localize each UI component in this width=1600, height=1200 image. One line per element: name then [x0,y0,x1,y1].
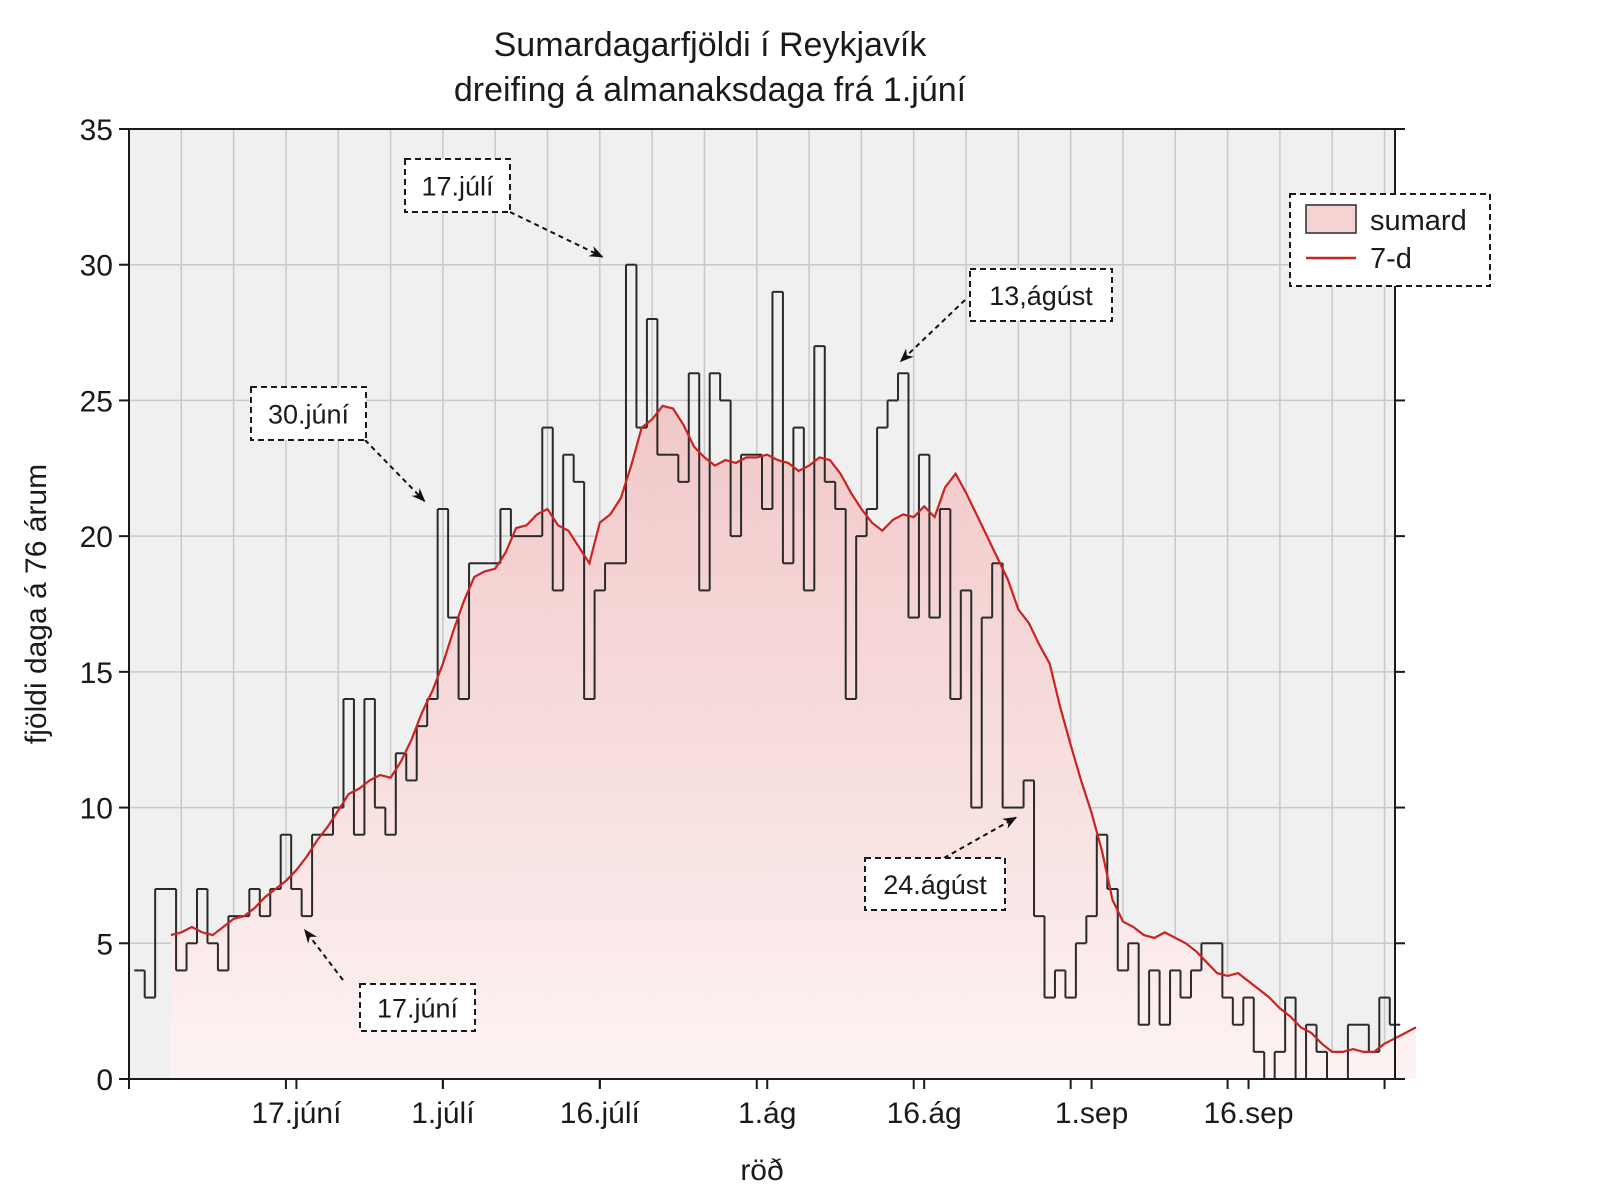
plot-frame [128,128,1396,1080]
annotation-label: 17.júlí [421,172,494,202]
x-tick-label: 1.sep [1055,1097,1128,1130]
annotation-box [404,158,511,213]
x-tick-label: 16.júlí [560,1097,641,1130]
y-tick-label: 25 [80,385,113,418]
annotation-box [359,983,476,1032]
series-sumard [134,263,1401,1080]
annotation: 13,ágúst [899,268,1113,363]
legend-label-7-d: 7-d [1370,243,1412,275]
chart-title: Sumardagarfjöldi í Reykjavík [494,26,928,64]
annotations: 17.júní 30.júní 17.júlí 13,ágúst 24.ágúst [250,158,1113,1032]
x-tick-label: 16.ág [887,1097,962,1130]
annotation-box [250,386,367,441]
area-under-curve [170,405,1416,1079]
series-7-d [170,404,1417,1054]
y-tick-label: 0 [96,1064,113,1097]
annotation: 17.júní [304,929,476,1032]
annotation-arrow [304,929,344,981]
x-tick-label: 1.júlí [411,1097,475,1130]
legend-swatch-sumard [1305,204,1357,234]
area-fill [170,405,1416,1079]
y-axis-label: fjöldi daga á 76 árum [20,464,53,744]
annotation-arrow [943,816,1018,859]
chart-subtitle: dreifing á almanaksdaga frá 1.júní [454,71,967,109]
x-axis-label: röð [740,1154,783,1187]
annotation-box [969,268,1113,322]
y-tick-label: 20 [80,521,113,554]
annotation-label: 24.ágúst [883,870,987,900]
legend: sumard 7-d [1289,193,1491,287]
x-tick-label: 16.sep [1203,1097,1293,1130]
x-tick-label: 17.júní [251,1097,342,1130]
y-tick-label: 15 [80,657,113,690]
axis-ticks: 0 5 10 15 20 25 30 35 17.júní 1.júlí 16.júlí 1.ág 16… [80,114,1405,1130]
y-tick-label: 30 [80,250,113,283]
line-7-d [170,404,1417,1054]
annotation-label: 13,ágúst [989,281,1093,311]
legend-label-sumard: sumard [1370,205,1467,237]
x-tick-label: 1.ág [738,1097,796,1130]
y-tick-label: 35 [80,114,113,147]
annotation: 24.ágúst [864,816,1018,911]
annotation: 30.júní [250,386,426,503]
annotation-label: 17.júní [377,994,459,1024]
annotation-arrow [509,211,604,258]
annotation-label: 30.júní [268,400,350,430]
annotation-arrow [899,299,966,363]
y-tick-label: 5 [96,928,113,961]
annotation-box [864,857,1006,911]
y-tick-label: 10 [80,793,113,826]
annotation: 17.júlí [404,158,604,258]
